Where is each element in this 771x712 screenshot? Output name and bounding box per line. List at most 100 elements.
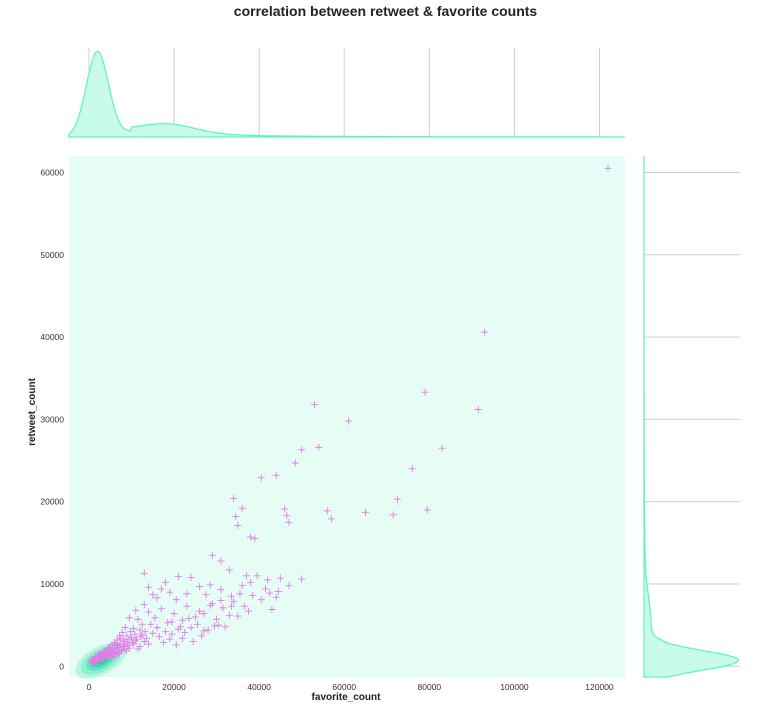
scatter-point bbox=[145, 608, 153, 616]
scatter-point bbox=[274, 587, 282, 595]
scatter-point bbox=[166, 588, 174, 596]
scatter-point bbox=[183, 602, 191, 610]
scatter-point bbox=[285, 582, 293, 590]
scatter-point bbox=[200, 627, 208, 635]
scatter-point bbox=[217, 557, 225, 565]
scatter-point bbox=[149, 591, 157, 599]
scatter-point bbox=[285, 518, 293, 526]
marginal-x-kde-curve bbox=[68, 50, 625, 138]
scatter-point bbox=[225, 566, 233, 574]
scatter-point bbox=[234, 522, 242, 530]
x-tick-label: 0 bbox=[87, 682, 92, 692]
scatter-point bbox=[136, 626, 144, 634]
y-tick-label: 60000 bbox=[40, 167, 64, 177]
scatter-point bbox=[183, 590, 191, 598]
scatter-point bbox=[221, 623, 229, 631]
scatter-point bbox=[389, 511, 397, 519]
scatter-point bbox=[162, 628, 170, 636]
scatter-point bbox=[187, 573, 195, 581]
scatter-point bbox=[206, 581, 214, 589]
scatter-point bbox=[172, 596, 180, 604]
scatter-point bbox=[132, 606, 140, 614]
scatter-point bbox=[145, 640, 153, 648]
scatter-point bbox=[210, 622, 218, 630]
scatter-point bbox=[125, 614, 133, 622]
scatter-point bbox=[138, 631, 146, 639]
scatter-point bbox=[283, 512, 291, 520]
scatter-point bbox=[172, 641, 180, 649]
scatter-point bbox=[138, 620, 146, 628]
scatter-point bbox=[170, 610, 178, 618]
scatter-point bbox=[257, 596, 265, 604]
scatter-point bbox=[230, 597, 238, 605]
scatter-point bbox=[130, 624, 138, 632]
scatter-point bbox=[245, 607, 253, 615]
scatter-point bbox=[481, 328, 489, 336]
scatter-point bbox=[140, 638, 148, 646]
scatter-point bbox=[228, 602, 236, 610]
scatter-points bbox=[87, 164, 612, 668]
scatter-point bbox=[157, 605, 165, 613]
y-tick-label: 20000 bbox=[40, 497, 64, 507]
scatter-point bbox=[408, 465, 416, 473]
scatter-point bbox=[179, 616, 187, 624]
scatter-point bbox=[113, 642, 121, 650]
scatter-point bbox=[137, 633, 145, 641]
scatter-point bbox=[185, 615, 193, 623]
scatter-point bbox=[145, 583, 153, 591]
scatter-point bbox=[153, 624, 161, 632]
scatter-point bbox=[232, 513, 240, 521]
y-axis-label: retweet_count bbox=[27, 377, 38, 445]
scatter-point bbox=[298, 446, 306, 454]
scatter-point bbox=[179, 634, 187, 642]
scatter-point bbox=[323, 507, 331, 515]
scatter-point bbox=[423, 506, 431, 514]
scatter-point bbox=[174, 573, 182, 581]
scatter-point bbox=[236, 590, 244, 598]
scatter-point bbox=[474, 406, 482, 414]
scatter-point bbox=[253, 572, 261, 580]
right-marginal-kde bbox=[643, 156, 740, 678]
y-tick-label: 0 bbox=[59, 661, 64, 671]
scatter-point bbox=[123, 632, 131, 640]
y-tick-label: 30000 bbox=[40, 414, 64, 424]
scatter-point bbox=[164, 619, 172, 627]
scatter-point bbox=[315, 443, 323, 451]
scatter-point bbox=[281, 505, 289, 513]
scatter-point bbox=[153, 594, 161, 602]
x-tick-label: 20000 bbox=[162, 682, 186, 692]
x-axis: 0 20000 40000 60000 80000 100000 120000 bbox=[87, 682, 614, 692]
x-tick-label: 60000 bbox=[332, 682, 356, 692]
scatter-point bbox=[604, 164, 612, 172]
scatter-point bbox=[219, 604, 227, 612]
scatter-point bbox=[238, 504, 246, 512]
scatter-point bbox=[89, 660, 97, 668]
scatter-point bbox=[393, 495, 401, 503]
marginal-y-kde-curve bbox=[643, 156, 740, 678]
scatter-point bbox=[257, 474, 265, 482]
x-tick-label: 40000 bbox=[247, 682, 271, 692]
scatter-point bbox=[134, 645, 142, 653]
scatter-point bbox=[108, 654, 116, 662]
scatter-point bbox=[127, 628, 135, 636]
scatter-point bbox=[228, 592, 236, 600]
scatter-point bbox=[193, 620, 201, 628]
scatter-point bbox=[234, 612, 242, 620]
scatter-point bbox=[247, 578, 255, 586]
scatter-point bbox=[238, 582, 246, 590]
scatter-point bbox=[151, 614, 159, 622]
x-axis-label: favorite_count bbox=[312, 692, 382, 703]
scatter-point bbox=[134, 615, 142, 623]
scatter-point bbox=[116, 632, 124, 640]
scatter-point bbox=[200, 610, 208, 618]
scatter-point bbox=[213, 615, 221, 623]
scatter-point bbox=[121, 624, 129, 632]
scatter-plot-area bbox=[69, 156, 625, 679]
scatter-point bbox=[168, 618, 176, 626]
y-tick-label: 10000 bbox=[40, 579, 64, 589]
scatter-point bbox=[189, 638, 197, 646]
scatter-point bbox=[268, 606, 276, 614]
plot-background bbox=[69, 156, 625, 677]
scatter-point bbox=[242, 572, 250, 580]
scatter-point bbox=[217, 586, 225, 594]
